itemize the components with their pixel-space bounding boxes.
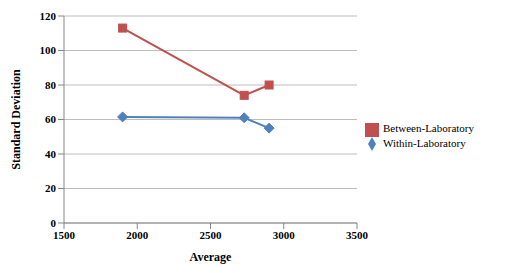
svg-text:3000: 3000	[273, 229, 296, 241]
svg-text:80: 80	[45, 79, 57, 91]
svg-text:60: 60	[45, 113, 57, 125]
svg-text:2500: 2500	[200, 229, 223, 241]
svg-text:3500: 3500	[346, 229, 369, 241]
svg-text:100: 100	[40, 44, 57, 56]
svg-text:20: 20	[45, 182, 57, 194]
svg-text:1500: 1500	[53, 229, 76, 241]
svg-text:40: 40	[45, 148, 57, 160]
svg-text:120: 120	[40, 10, 57, 22]
svg-text:Standard Deviation: Standard Deviation	[9, 69, 23, 170]
svg-text:0: 0	[51, 217, 57, 229]
html-text:Within-Laboratory: Within-Laboratory	[383, 136, 466, 149]
html-text:Between-Laboratory: Between-Laboratory	[383, 122, 474, 134]
svg-text:Average: Average	[190, 250, 232, 264]
svg-text:2000: 2000	[126, 229, 149, 241]
